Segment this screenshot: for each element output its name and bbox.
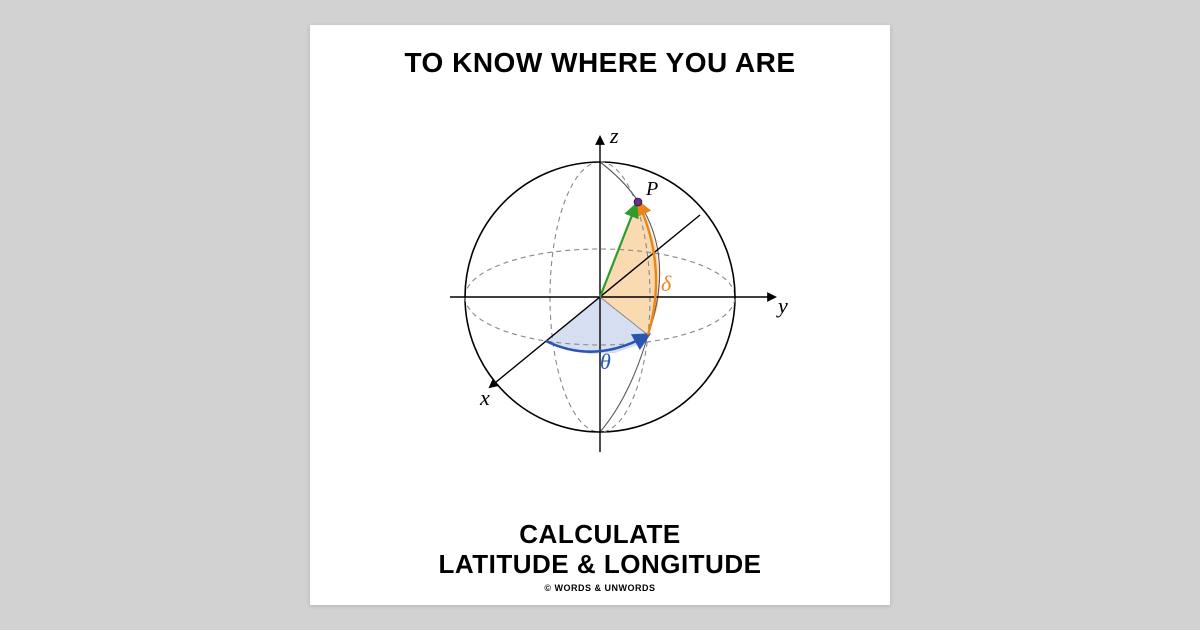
delta-label: δ [661,271,672,296]
point-p-label: P [645,178,658,200]
title-bottom-line2: LATITUDE & LONGITUDE [439,549,762,579]
theta-label: θ [600,349,611,374]
y-axis-label: y [776,293,788,318]
x-axis [490,215,700,387]
copyright-text: © WORDS & UNWORDS [544,583,655,593]
sphere-coordinate-diagram: z y x P θ δ [390,97,810,497]
title-top: TO KNOW WHERE YOU ARE [404,47,795,79]
point-p-dot [634,198,642,206]
z-axis-label: z [609,123,619,148]
title-bottom-line1: CALCULATE [519,519,680,549]
x-axis-label: x [479,385,490,410]
poster-card: TO KNOW WHERE YOU ARE [310,25,890,605]
title-bottom: CALCULATE LATITUDE & LONGITUDE [439,520,762,580]
diagram-container: z y x P θ δ [330,79,870,514]
